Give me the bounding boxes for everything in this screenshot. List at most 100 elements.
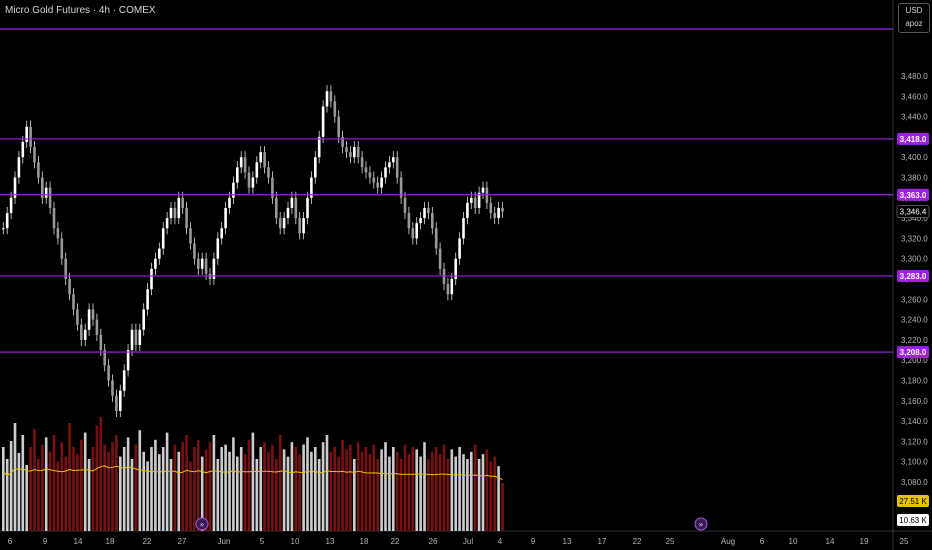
volume-bar xyxy=(72,447,75,531)
candle-body xyxy=(477,192,481,208)
candle-body xyxy=(87,309,91,330)
level-price-label: 3,208.0 xyxy=(900,348,927,357)
volume-ma-tag xyxy=(897,495,929,507)
price-tick-label: 3,260.0 xyxy=(901,295,928,304)
level-price-label: 3,363.0 xyxy=(900,191,927,200)
candle-body xyxy=(185,207,188,229)
candle-body xyxy=(216,238,220,259)
candle-body xyxy=(56,228,60,239)
volume-bar xyxy=(286,456,290,531)
volume-bar xyxy=(243,454,247,531)
candle-body xyxy=(72,294,75,310)
candle-body xyxy=(290,197,294,208)
time-tick-label: 10 xyxy=(291,537,300,546)
candle-body xyxy=(298,218,301,234)
volume-ma-label: 27.51 K xyxy=(899,497,927,506)
volume-bar xyxy=(185,435,188,531)
volume-bar xyxy=(454,456,457,531)
candle-body xyxy=(466,202,469,219)
time-tick-label: 19 xyxy=(860,537,869,546)
candle-body xyxy=(21,141,25,158)
last-price-tag xyxy=(896,205,930,218)
volume-bar xyxy=(275,459,278,531)
volume-bar xyxy=(130,459,134,531)
volume-bar xyxy=(290,442,294,531)
volume-bar xyxy=(333,447,337,531)
candle-body xyxy=(360,157,364,168)
candle-body xyxy=(236,167,239,183)
volume-bar xyxy=(497,466,500,531)
volume-bar xyxy=(442,444,446,531)
price-tick-label: 3,180.0 xyxy=(901,377,928,386)
candle-body xyxy=(17,157,21,178)
goto-realtime-icon[interactable] xyxy=(195,517,209,531)
volume-bar xyxy=(76,454,79,531)
candle-body xyxy=(462,218,465,239)
time-tick-label: 5 xyxy=(260,537,265,546)
candle-body xyxy=(126,350,130,371)
candle-body xyxy=(197,258,200,269)
candle-body xyxy=(392,157,395,163)
volume-bar xyxy=(349,444,352,531)
volume-bar xyxy=(37,459,40,531)
candle-body xyxy=(13,177,17,198)
candle-body xyxy=(142,309,145,330)
price-tick-label: 3,200.0 xyxy=(901,356,928,365)
time-tick-label: Jun xyxy=(218,537,231,546)
volume-bar xyxy=(341,439,344,531)
candle-body xyxy=(427,207,430,214)
candle-body xyxy=(83,329,87,340)
candle-body xyxy=(44,187,48,198)
goto-realtime-icon[interactable] xyxy=(694,517,708,531)
volume-bar xyxy=(450,449,454,531)
candle-body xyxy=(134,329,138,345)
candle-body xyxy=(423,207,426,219)
time-tick-label: 14 xyxy=(74,537,83,546)
volume-bar xyxy=(41,444,44,531)
candle-body xyxy=(239,157,243,168)
candle-body xyxy=(107,365,110,381)
candle-body xyxy=(173,207,177,219)
level-price-label: 3,418.0 xyxy=(900,135,927,144)
volume-bar xyxy=(158,454,161,531)
volume-bar xyxy=(337,456,340,531)
volume-bar xyxy=(466,459,469,531)
volume-bar xyxy=(411,447,415,531)
volume-bar xyxy=(9,441,13,531)
candle-body xyxy=(275,197,278,219)
time-tick-label: 25 xyxy=(666,537,675,546)
volume-bar xyxy=(177,451,181,531)
candle-body xyxy=(169,207,173,219)
volume-bar xyxy=(298,454,301,531)
volume-bar xyxy=(392,447,395,531)
candle-body xyxy=(68,279,71,295)
candle-body xyxy=(497,207,500,219)
candle-body xyxy=(95,319,99,335)
time-tick-label: 13 xyxy=(563,537,572,546)
volume-bar xyxy=(239,447,243,531)
candle-body xyxy=(403,197,407,214)
volume-bar xyxy=(111,442,114,531)
volume-bar xyxy=(372,444,376,531)
candle-body xyxy=(431,213,434,229)
candle-body xyxy=(220,228,223,239)
volume-bar xyxy=(282,449,286,531)
price-tick-label: 3,400.0 xyxy=(901,153,928,162)
volume-bar xyxy=(360,451,364,531)
volume-bar xyxy=(80,439,83,531)
chart-title: Micro Gold Futures · 4h · COMEX xyxy=(5,5,156,16)
price-tick-label: 3,380.0 xyxy=(901,174,928,183)
volume-tag xyxy=(897,514,929,526)
candle-body xyxy=(278,218,282,229)
currency-user: apoz xyxy=(905,19,923,28)
currency-selector[interactable]: USD apoz xyxy=(898,3,930,33)
candle-body xyxy=(25,126,28,142)
price-tick-label: 3,480.0 xyxy=(901,72,928,81)
volume-bar xyxy=(399,459,403,531)
candle-body xyxy=(501,207,504,212)
volume-bar xyxy=(52,435,56,531)
volume-bar xyxy=(204,449,208,531)
price-tick-label: 3,100.0 xyxy=(901,458,928,467)
volume-bar xyxy=(380,449,383,531)
